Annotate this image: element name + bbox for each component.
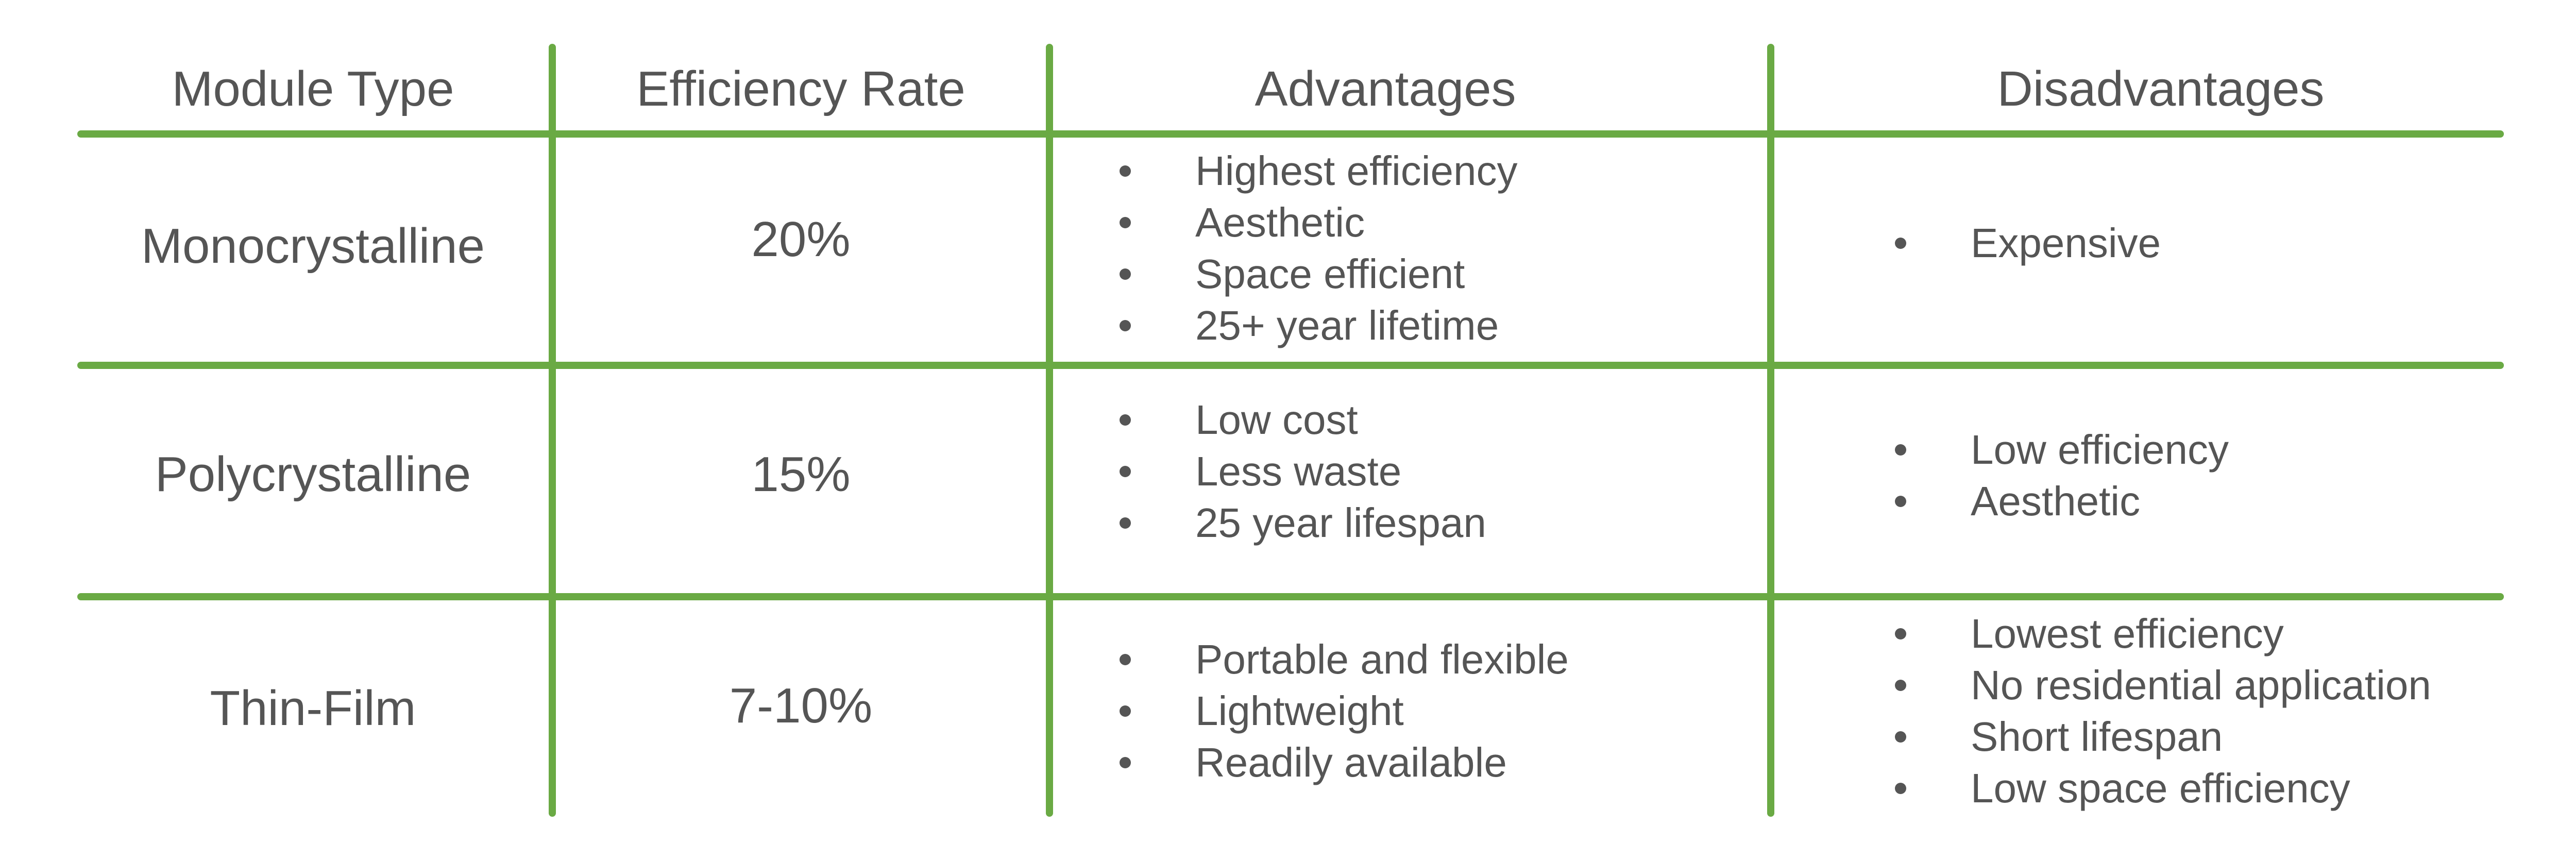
list-item: Low cost <box>1115 394 1486 446</box>
table-cell-efficiency: 15% <box>751 447 851 502</box>
column-divider-line <box>1767 44 1774 817</box>
column-divider-line <box>549 44 556 817</box>
list-item: 25 year lifespan <box>1115 497 1486 549</box>
table-cell-module: Polycrystalline <box>155 447 471 502</box>
list-item: No residential application <box>1891 660 2431 711</box>
list-item-text: Lowest efficiency <box>1971 611 2284 656</box>
list-item: Less waste <box>1115 446 1486 497</box>
bullet-icon <box>1895 238 1906 249</box>
disadvantages-list: Lowest efficiency No residential applica… <box>1891 608 2431 814</box>
list-item-text: 25+ year lifetime <box>1195 302 1499 348</box>
list-item: Space efficient <box>1115 248 1518 300</box>
list-item-text: Aesthetic <box>1971 478 2141 524</box>
list-item-text: Highest efficiency <box>1195 148 1518 194</box>
list-item-text: Readily available <box>1195 739 1507 785</box>
bullet-icon <box>1120 165 1131 177</box>
list-item: Aesthetic <box>1115 197 1518 248</box>
disadvantages-list: Low efficiency Aesthetic <box>1891 424 2229 527</box>
bullet-icon <box>1895 444 1906 456</box>
bullet-icon <box>1895 628 1906 639</box>
row-divider-line <box>77 593 2504 600</box>
column-header-disadvantages: Disadvantages <box>1997 61 2325 116</box>
list-item-text: Low space efficiency <box>1971 765 2350 811</box>
column-header-advantages: Advantages <box>1255 61 1516 116</box>
list-item-text: 25 year lifespan <box>1195 500 1486 546</box>
table-cell-efficiency: 7-10% <box>729 678 873 733</box>
column-header-module-type: Module Type <box>172 61 454 116</box>
list-item: Short lifespan <box>1891 711 2431 763</box>
list-item: Readily available <box>1115 737 1569 788</box>
table-cell-module: Monocrystalline <box>141 218 485 274</box>
bullet-icon <box>1895 783 1906 794</box>
column-header-efficiency-rate: Efficiency Rate <box>636 61 965 116</box>
bullet-icon <box>1120 466 1131 477</box>
bullet-icon <box>1895 731 1906 743</box>
list-item-text: Space efficient <box>1195 251 1465 297</box>
bullet-icon <box>1120 654 1131 665</box>
advantages-list: Highest efficiency Aesthetic Space effic… <box>1115 145 1518 351</box>
disadvantages-list: Expensive <box>1891 217 2161 269</box>
list-item: 25+ year lifetime <box>1115 300 1518 351</box>
list-item: Low space efficiency <box>1891 763 2431 814</box>
header-divider-line <box>77 130 2504 138</box>
list-item-text: Aesthetic <box>1195 199 1365 245</box>
column-divider-line <box>1046 44 1053 817</box>
advantages-list: Low cost Less waste 25 year lifespan <box>1115 394 1486 549</box>
bullet-icon <box>1120 705 1131 717</box>
bullet-icon <box>1120 217 1131 228</box>
table-cell-efficiency: 20% <box>751 212 851 267</box>
list-item-text: Low efficiency <box>1971 427 2229 473</box>
list-item: Lightweight <box>1115 685 1569 737</box>
list-item: Expensive <box>1891 217 2161 269</box>
list-item-text: Low cost <box>1195 397 1358 443</box>
list-item-text: Less waste <box>1195 448 1402 494</box>
list-item: Low efficiency <box>1891 424 2229 476</box>
bullet-icon <box>1895 680 1906 691</box>
list-item-text: Lightweight <box>1195 688 1404 734</box>
list-item: Highest efficiency <box>1115 145 1518 197</box>
bullet-icon <box>1120 414 1131 426</box>
bullet-icon <box>1120 757 1131 768</box>
table-cell-module: Thin-Film <box>210 681 416 736</box>
bullet-icon <box>1895 496 1906 507</box>
list-item: Lowest efficiency <box>1891 608 2431 660</box>
list-item: Aesthetic <box>1891 476 2229 527</box>
list-item-text: Expensive <box>1971 220 2161 266</box>
bullet-icon <box>1120 268 1131 280</box>
bullet-icon <box>1120 320 1131 331</box>
list-item-text: Portable and flexible <box>1195 636 1569 682</box>
bullet-icon <box>1120 517 1131 529</box>
row-divider-line <box>77 362 2504 369</box>
list-item-text: No residential application <box>1971 662 2431 708</box>
list-item-text: Short lifespan <box>1971 714 2223 760</box>
advantages-list: Portable and flexible Lightweight Readil… <box>1115 634 1569 788</box>
list-item: Portable and flexible <box>1115 634 1569 685</box>
